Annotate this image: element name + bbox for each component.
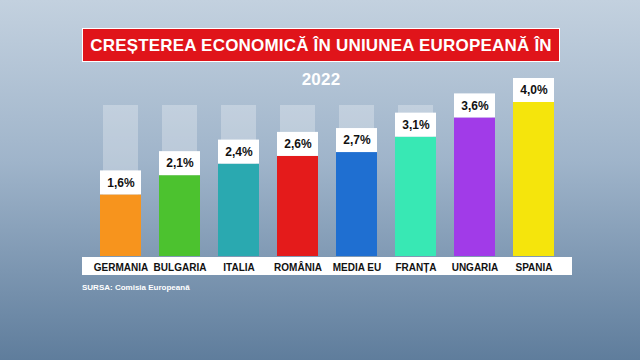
svg-text:3,6%: 3,6% <box>461 99 489 113</box>
svg-text:3,1%: 3,1% <box>402 118 430 132</box>
svg-text:2,7%: 2,7% <box>343 133 371 147</box>
svg-text:GERMANIA: GERMANIA <box>94 262 148 273</box>
svg-text:FRANȚA: FRANȚA <box>395 262 436 273</box>
svg-text:BULGARIA: BULGARIA <box>154 262 207 273</box>
svg-text:2,6%: 2,6% <box>284 137 312 151</box>
svg-text:UNGARIA: UNGARIA <box>452 262 499 273</box>
svg-text:MEDIA EU: MEDIA EU <box>333 262 382 273</box>
svg-text:SPANIA: SPANIA <box>515 262 552 273</box>
svg-text:2,1%: 2,1% <box>166 156 194 170</box>
svg-text:1,6%: 1,6% <box>107 176 135 190</box>
svg-text:4,0%: 4,0% <box>520 83 548 97</box>
svg-text:ROMÂNIA: ROMÂNIA <box>274 261 322 273</box>
svg-text:2,4%: 2,4% <box>225 145 253 159</box>
svg-text:ITALIA: ITALIA <box>223 262 254 273</box>
